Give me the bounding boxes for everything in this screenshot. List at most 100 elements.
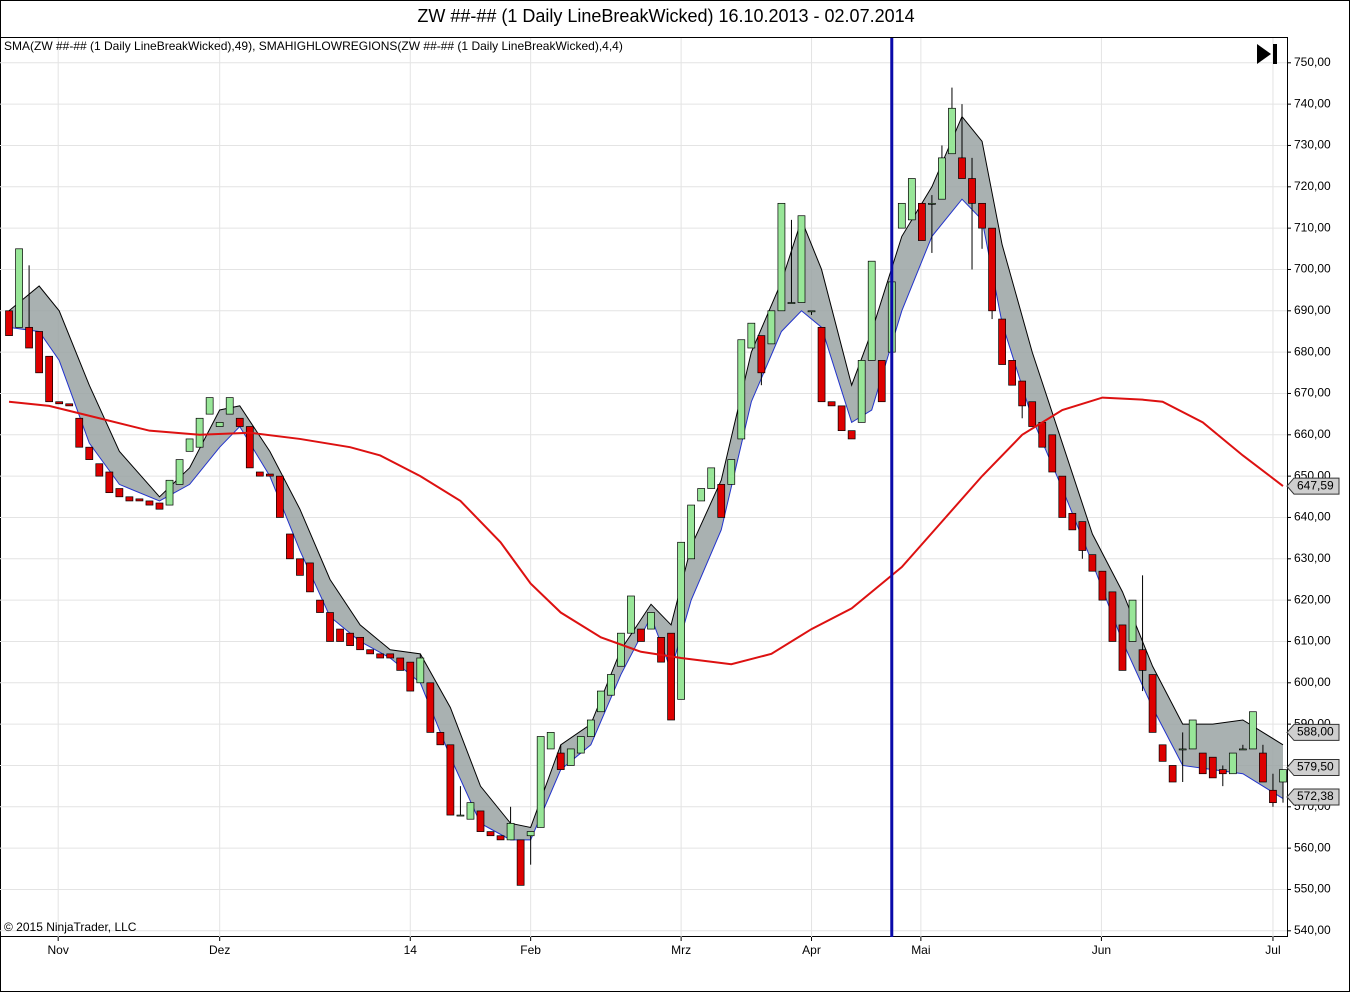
candle-body (998, 318, 1006, 365)
candle-body (265, 473, 274, 477)
candle-body (1138, 649, 1147, 671)
candle-body (807, 310, 816, 313)
scroll-end-button[interactable] (1257, 44, 1277, 64)
x-tick-label: Feb (520, 943, 541, 957)
candle-body (556, 752, 565, 770)
candle-body (516, 839, 525, 886)
candle-body (988, 227, 996, 312)
candle-body (75, 417, 84, 448)
price-marker (1286, 759, 1340, 777)
candle-body (386, 653, 395, 659)
candle-body (155, 502, 164, 510)
candle-body (1239, 748, 1247, 751)
candle-body (677, 541, 685, 700)
candle-body (627, 595, 635, 634)
y-tick-label: 560,00 (1294, 840, 1331, 854)
candle-body (215, 422, 224, 427)
sma-line (8, 396, 1284, 666)
candle-body (617, 632, 625, 667)
candle-body (1018, 380, 1027, 407)
candle-body (185, 438, 194, 452)
candle-body (1008, 360, 1016, 386)
y-tick-label: 610,00 (1294, 634, 1331, 648)
candle-body (1158, 744, 1167, 762)
candle-body (105, 471, 114, 494)
price-marker (1286, 477, 1340, 495)
candle-body (586, 719, 595, 737)
candle-body (476, 810, 485, 832)
candle-body (55, 401, 64, 405)
candle-body (5, 310, 13, 336)
candle-body (1188, 719, 1197, 750)
candle-body (968, 178, 976, 204)
candle-body (1048, 434, 1057, 473)
y-tick-label: 690,00 (1294, 303, 1331, 317)
candle-body (225, 397, 234, 415)
y-tick-label: 550,00 (1294, 882, 1331, 896)
candle-body (195, 417, 204, 448)
x-tick-label: Jul (1265, 943, 1280, 957)
candle-body (857, 360, 866, 423)
candle-body (837, 405, 846, 432)
legend: SMA(ZW ##-## (1 Daily LineBreakWicked),4… (4, 39, 623, 53)
candle-body (466, 802, 475, 820)
candle-body (486, 831, 495, 837)
candle-body (827, 401, 836, 407)
price-marker-label: 588,00 (1297, 725, 1334, 739)
candle-body (316, 599, 324, 613)
x-tick-label: 14 (404, 943, 418, 957)
copyright: © 2015 NinjaTrader, LLC (4, 920, 137, 934)
candle-body (897, 202, 906, 229)
candle-body (125, 496, 134, 502)
candle-body (276, 475, 284, 518)
candle-body (637, 628, 645, 642)
candle-body (1028, 401, 1037, 427)
candle-body (286, 533, 294, 560)
price-marker-label: 647,59 (1297, 478, 1334, 492)
candle-body (245, 426, 254, 469)
candle-body (1078, 521, 1087, 551)
candle-body (496, 835, 505, 841)
candle-body (817, 326, 826, 403)
candle-body (657, 636, 665, 663)
candle-body (456, 814, 465, 817)
candle-body (346, 632, 354, 646)
candle-body (757, 335, 766, 374)
candle-body (175, 459, 184, 485)
y-tick-label: 660,00 (1294, 427, 1331, 441)
y-tick-label: 740,00 (1294, 96, 1331, 110)
y-tick-label: 630,00 (1294, 551, 1331, 565)
candle-body (396, 657, 405, 671)
price-marker (1286, 788, 1340, 806)
candle-body (356, 636, 364, 651)
candle-body (1228, 752, 1237, 775)
candle-body (687, 504, 695, 560)
candle-body (1178, 748, 1187, 751)
candle-body (45, 355, 54, 403)
candle-body (536, 736, 545, 828)
y-tick-label: 680,00 (1294, 344, 1331, 358)
x-tick-label: Jun (1092, 943, 1111, 957)
candle-body (747, 322, 756, 349)
candle-body (65, 403, 74, 407)
candle-body (416, 657, 425, 684)
y-tick-label: 540,00 (1294, 923, 1331, 937)
candle-body (1128, 599, 1137, 642)
candle-body (847, 430, 856, 440)
candle-body (777, 202, 786, 312)
candle-body (366, 649, 375, 655)
candle-body (1259, 752, 1267, 783)
candle-body (376, 653, 385, 659)
candle-body (907, 178, 916, 221)
candle-body (958, 157, 966, 179)
candle-body (928, 202, 936, 205)
candle-body (978, 202, 986, 229)
candle-body (1058, 475, 1067, 518)
candle-body (737, 339, 746, 440)
candle-body (85, 446, 94, 460)
candle-body (707, 467, 716, 489)
candle-body (566, 748, 575, 766)
candle-body (95, 463, 104, 477)
candle-body (1068, 512, 1077, 531)
